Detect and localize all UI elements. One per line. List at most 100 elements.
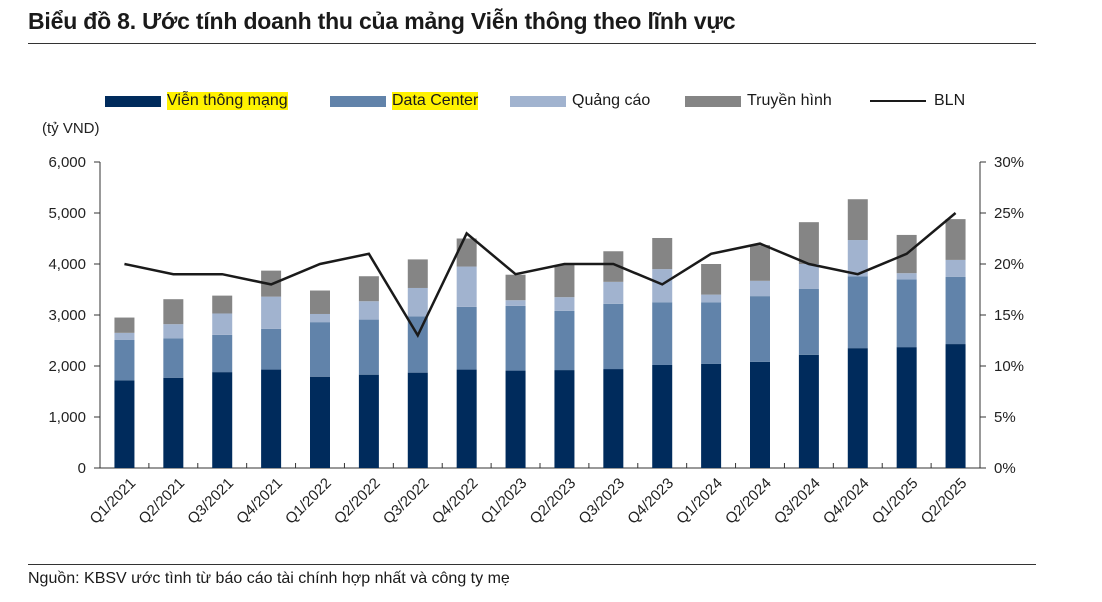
y-tick-label: 0 (78, 460, 86, 477)
legend-item: Truyền hình (685, 92, 832, 110)
legend-label: Data Center (392, 92, 479, 110)
x-tick-label: Q1/2022 (282, 475, 335, 528)
bar-truyền-hình (505, 274, 526, 301)
x-tick-label: Q3/2021 (184, 475, 237, 528)
y-tick-label: 5,000 (48, 205, 86, 222)
bar-viễn-thông-mạng (701, 363, 722, 468)
bar-data-center (750, 296, 770, 362)
source-note: Nguồn: KBSV ước tình từ báo cáo tài chín… (28, 570, 510, 587)
bar-truyền-hình (456, 238, 477, 267)
bar-data-center (163, 338, 184, 378)
y2-tick-label: 10% (994, 358, 1024, 375)
source-divider (28, 564, 1036, 565)
legend-label: Viễn thông mạng (167, 92, 288, 110)
bar-truyền-hình (603, 251, 624, 282)
bar-viễn-thông-mạng (798, 354, 819, 468)
bar-quảng-cáo (407, 287, 428, 317)
bar-data-center (603, 303, 624, 370)
bar-viễn-thông-mạng (505, 370, 526, 468)
x-tick-label: Q4/2022 (429, 475, 482, 528)
bar-data-center (798, 288, 819, 355)
bar-truyền-hình (310, 290, 330, 314)
bar-quảng-cáo (261, 296, 282, 329)
bar-data-center (554, 310, 575, 371)
bar-truyền-hình (750, 245, 770, 281)
bar-quảng-cáo (456, 266, 477, 307)
legend-line-swatch (870, 100, 926, 102)
bar-data-center (358, 319, 379, 375)
legend-item: BLN (870, 92, 965, 110)
y2-tick-label: 0% (994, 460, 1016, 477)
y-axis-label: (tỷ VND) (42, 120, 100, 137)
bar-truyền-hình (652, 237, 673, 270)
bar-viễn-thông-mạng (847, 348, 868, 468)
y-tick-label: 4,000 (48, 256, 86, 273)
bar-truyền-hình (163, 299, 184, 325)
bar-quảng-cáo (847, 240, 868, 277)
bar-viễn-thông-mạng (652, 364, 673, 468)
bar-viễn-thông-mạng (603, 369, 624, 468)
bar-quảng-cáo (163, 324, 184, 339)
bar-quảng-cáo (896, 273, 917, 280)
bar-truyền-hình (945, 219, 966, 260)
bar-viễn-thông-mạng (554, 370, 575, 468)
bar-viễn-thông-mạng (358, 374, 379, 468)
bar-data-center (456, 306, 477, 370)
y-tick-label: 2,000 (48, 358, 86, 375)
bar-truyền-hình (554, 265, 575, 298)
y2-tick-label: 30% (994, 154, 1024, 171)
x-tick-label: Q3/2023 (575, 475, 628, 528)
bar-truyền-hình (798, 222, 819, 264)
y-tick-label: 3,000 (48, 307, 86, 324)
x-tick-label: Q2/2021 (135, 475, 188, 528)
bar-quảng-cáo (554, 297, 575, 311)
bar-quảng-cáo (750, 280, 770, 297)
legend-label: Quảng cáo (572, 92, 651, 109)
x-tick-label: Q2/2025 (918, 475, 971, 528)
legend-label: Truyền hình (747, 92, 832, 109)
y2-tick-label: 15% (994, 307, 1024, 324)
bar-quảng-cáo (798, 264, 819, 289)
bar-quảng-cáo (114, 332, 135, 340)
bar-viễn-thông-mạng (407, 372, 428, 468)
x-tick-label: Q1/2021 (87, 475, 140, 528)
bar-quảng-cáo (310, 313, 330, 323)
bar-data-center (505, 305, 526, 371)
y-tick-label: 6,000 (48, 154, 86, 171)
x-tick-label: Q1/2025 (869, 475, 922, 528)
y2-tick-label: 25% (994, 205, 1024, 222)
x-tick-label: Q3/2022 (380, 475, 433, 528)
y2-tick-label: 20% (994, 256, 1024, 273)
bar-data-center (652, 302, 673, 365)
bar-truyền-hình (847, 199, 868, 241)
bar-data-center (114, 339, 135, 381)
bar-truyền-hình (114, 317, 135, 333)
bar-viễn-thông-mạng (114, 380, 135, 468)
bar-data-center (407, 316, 428, 373)
legend-swatch (105, 95, 161, 107)
x-tick-label: Q4/2021 (233, 475, 286, 528)
bar-data-center (896, 279, 917, 348)
bar-viễn-thông-mạng (212, 372, 233, 468)
bar-data-center (261, 328, 282, 370)
y-tick-label: 1,000 (48, 409, 86, 426)
bar-data-center (310, 322, 330, 377)
bar-quảng-cáo (701, 294, 722, 303)
bar-viễn-thông-mạng (261, 369, 282, 468)
bln-line (124, 212, 957, 339)
chart-svg: (tỷ VND) 0 1,000 2,000 3,000 4,000 5,000 6,000 0… (42, 120, 1024, 528)
legend-item: Quảng cáo (510, 92, 650, 110)
bar-quảng-cáo (603, 281, 624, 304)
legend-swatch (510, 95, 566, 107)
bar-truyền-hình (701, 264, 722, 295)
bar-data-center (847, 276, 868, 349)
bar-viễn-thông-mạng (750, 361, 770, 468)
x-tick-label: Q1/2024 (673, 475, 726, 528)
legend-item: Viễn thông mạng (105, 92, 288, 110)
legend-swatch (330, 95, 386, 107)
bar-data-center (945, 276, 966, 345)
bar-quảng-cáo (212, 313, 233, 335)
bar-viễn-thông-mạng (163, 377, 184, 468)
bar-truyền-hình (212, 295, 233, 314)
x-tick-label: Q3/2024 (771, 475, 824, 528)
